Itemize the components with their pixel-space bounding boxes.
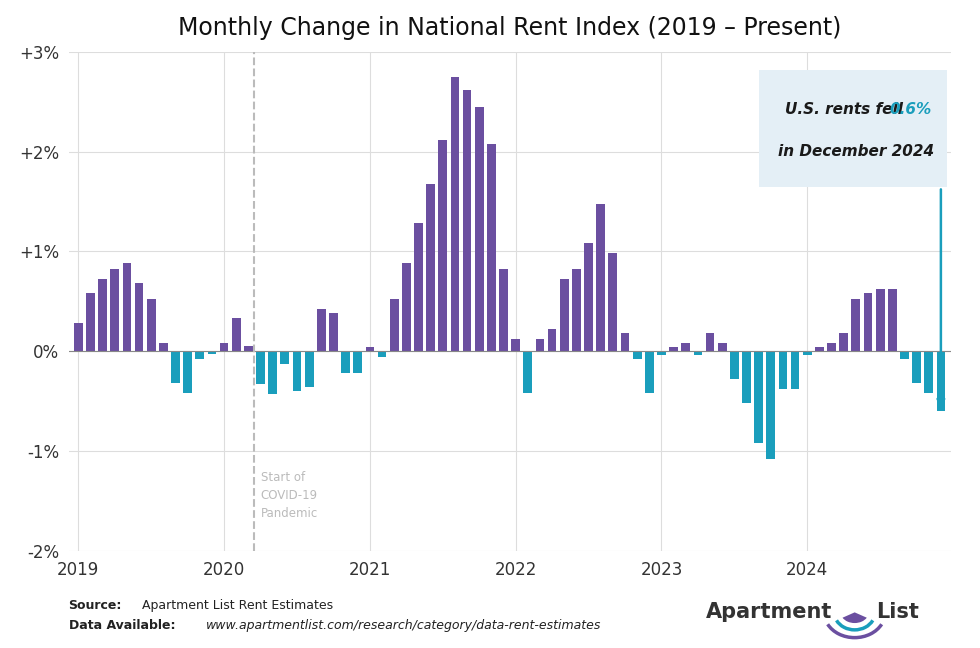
Bar [572,270,581,351]
Bar [839,333,848,351]
Title: Monthly Change in National Rent Index (2019 – Present): Monthly Change in National Rent Index (2… [178,16,841,40]
Bar [172,351,180,383]
Bar [584,244,593,351]
Bar [134,283,143,351]
Bar [597,203,605,351]
Bar [523,351,532,393]
Text: U.S. rents fell: U.S. rents fell [785,102,908,117]
Bar [815,347,824,351]
Bar [475,107,483,351]
Bar [426,183,435,351]
Bar [256,351,265,384]
Bar [536,340,544,351]
Text: Apartment List Rent Estimates: Apartment List Rent Estimates [142,599,333,612]
Bar [717,343,726,351]
Bar [402,263,411,351]
Bar [924,351,933,393]
Bar [74,323,82,351]
Bar [377,351,386,357]
Bar [912,351,921,383]
Bar [499,270,508,351]
Bar [778,351,787,389]
Bar [669,347,678,351]
Bar [86,294,95,351]
Text: www.apartmentlist.com/research/category/data-rent-estimates: www.apartmentlist.com/research/category/… [206,619,601,632]
Bar [742,351,751,403]
Bar [803,351,811,355]
Bar [755,351,763,443]
Bar [791,351,800,389]
Bar [888,290,897,351]
Bar [633,351,642,359]
Bar [657,351,665,355]
Bar [863,294,872,351]
Bar [220,343,228,351]
Bar [609,253,617,351]
Bar [415,224,422,351]
Bar [341,351,350,373]
Bar [438,140,447,351]
Text: Source:: Source: [69,599,122,612]
Bar [451,76,460,351]
Bar [694,351,703,355]
Bar [159,343,168,351]
FancyBboxPatch shape [759,70,947,187]
Bar [900,351,908,359]
Bar [730,351,739,379]
Wedge shape [843,612,866,623]
Bar [195,351,204,359]
Bar [111,270,120,351]
Text: Data Available:: Data Available: [69,619,175,632]
Bar [390,299,399,351]
Bar [280,351,289,364]
Bar [645,351,654,393]
Bar [293,351,302,391]
Bar [147,299,156,351]
Bar [208,351,217,354]
Bar [548,329,557,351]
Bar [766,351,775,459]
Bar [937,351,946,411]
Bar [305,351,314,387]
Bar [366,347,374,351]
Bar [98,279,107,351]
Bar [852,299,860,351]
Bar [706,333,714,351]
Bar [317,309,325,351]
Bar [681,343,690,351]
Bar [620,333,629,351]
Bar [122,263,131,351]
Bar [463,90,471,351]
Text: in December 2024: in December 2024 [778,144,934,159]
Bar [827,343,836,351]
Bar [244,346,253,351]
Bar [232,318,241,351]
Text: 0.6%: 0.6% [890,102,932,117]
Bar [269,351,277,394]
Bar [183,351,192,393]
Bar [354,351,363,373]
Text: Apartment: Apartment [706,603,832,622]
Text: List: List [876,603,919,622]
Bar [487,144,496,351]
Bar [560,279,568,351]
Bar [512,340,520,351]
Text: Start of
COVID-19
Pandemic: Start of COVID-19 Pandemic [261,471,318,520]
Bar [876,290,885,351]
Bar [329,313,338,351]
